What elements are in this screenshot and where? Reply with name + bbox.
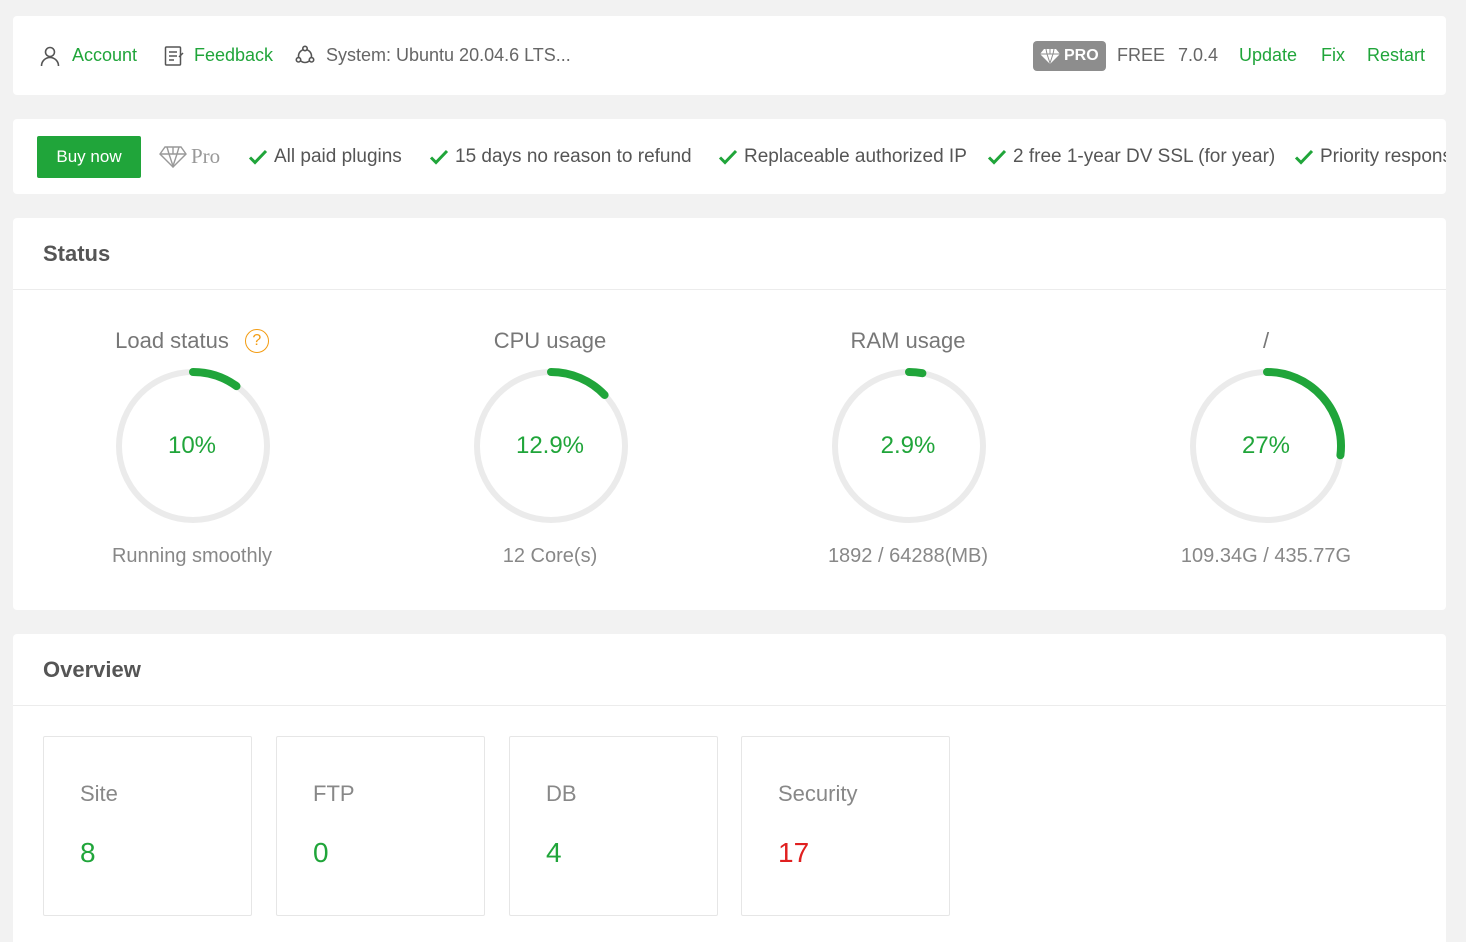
account-label: Account (72, 45, 138, 65)
overview-security[interactable]: Security 17 (741, 736, 950, 916)
pro-badge-box: PRO (1033, 40, 1106, 71)
gauge-ring (1190, 368, 1345, 523)
overview-label: Security (778, 781, 858, 806)
gauge-value: 12.9% (515, 432, 585, 459)
check-icon (429, 149, 449, 165)
gauge-subtitle: Running smoothly (111, 545, 273, 567)
overview-title: Overview (13, 634, 1446, 706)
gauge-title-row: / (1116, 328, 1416, 354)
feature-item: All paid plugins (248, 119, 402, 194)
status-panel: Status Load status ? 10% Running smoothl… (13, 218, 1446, 610)
gauge-subtitle: 1892 / 64288(MB) (827, 545, 989, 567)
gauge-title-row: Load status ? (42, 328, 342, 354)
feature-label: 2 free 1-year DV SSL (for year) (1013, 145, 1276, 167)
gauge-title: CPU usage (493, 328, 607, 353)
check-icon (987, 149, 1007, 165)
gauge-ring (832, 368, 986, 523)
diamond-icon (1040, 48, 1060, 64)
check-icon (718, 149, 738, 165)
overview-site[interactable]: Site 8 (43, 736, 252, 916)
help-icon[interactable]: ? (244, 329, 269, 353)
overview-label: DB (546, 781, 577, 806)
gauge-title: RAM usage (850, 328, 966, 353)
gauge-subtitle: 12 Core(s) (502, 545, 598, 567)
feature-item: 2 free 1-year DV SSL (for year) (987, 119, 1275, 194)
pro-badge[interactable]: PRO (1033, 16, 1106, 95)
overview-value: 4 (546, 837, 562, 868)
feature-label: All paid plugins (274, 145, 402, 167)
feature-label: Priority response (1320, 145, 1446, 167)
gauge-ring (474, 368, 628, 523)
pro-plan-label: Pro (159, 119, 220, 194)
feature-item: 15 days no reason to refund (429, 119, 692, 194)
pro-badge-label: PRO (1064, 46, 1099, 64)
gauge-subtitle: 109.34G / 435.77G (1180, 545, 1352, 567)
top-bar: Account Feedback System: Ubuntu 20.04.6 … (13, 16, 1446, 95)
gauge-value: 10% (167, 432, 217, 459)
gauge-arc (189, 368, 241, 391)
status-title: Status (13, 218, 1446, 290)
gauge-title-row: RAM usage (758, 328, 1058, 354)
overview-label: FTP (313, 781, 355, 806)
buy-now-button[interactable]: Buy now (37, 136, 141, 178)
promo-bar: Buy now Pro All paid plugins 15 days no … (13, 119, 1446, 194)
diamond-icon (159, 145, 187, 168)
gauge-ring (116, 368, 270, 523)
update-link[interactable]: Update (1239, 45, 1298, 65)
account-link[interactable]: Account (38, 16, 137, 95)
feedback-label: Feedback (194, 45, 274, 65)
system-label: System: Ubuntu 20.04.6 LTS... (326, 45, 571, 65)
fix-link[interactable]: Fix (1321, 45, 1345, 65)
gauge-value: 27% (1241, 432, 1291, 459)
check-icon (1294, 149, 1314, 165)
feature-label: Replaceable authorized IP (744, 145, 967, 167)
overview-value: 17 (778, 837, 810, 868)
gauge-arc (905, 368, 927, 378)
gauge-arc (547, 368, 609, 400)
gauge-arc (1263, 368, 1345, 460)
overview-panel: Overview Site 8 FTP 0 DB 4 Security 17 (13, 634, 1446, 942)
user-icon (40, 46, 60, 66)
check-icon (248, 149, 268, 165)
overview-db[interactable]: DB 4 (509, 736, 718, 916)
ubuntu-icon (295, 44, 315, 63)
overview-label: Site (80, 781, 118, 806)
restart-link[interactable]: Restart (1367, 45, 1426, 65)
system-info: System: Ubuntu 20.04.6 LTS... (294, 16, 571, 95)
gauge-value: 2.9% (880, 432, 936, 459)
gauge-title-row: CPU usage (400, 328, 700, 354)
feature-item: Priority response (1294, 119, 1446, 194)
feature-item: Replaceable authorized IP (718, 119, 967, 194)
pro-plan-text: Pro (191, 144, 221, 168)
overview-value: 8 (80, 837, 96, 868)
gauge-title: / (1262, 328, 1270, 353)
feedback-icon (164, 45, 184, 66)
feature-label: 15 days no reason to refund (455, 145, 692, 167)
feedback-link[interactable]: Feedback (164, 16, 273, 95)
version-label: 7.0.4 (1178, 45, 1219, 65)
overview-ftp[interactable]: FTP 0 (276, 736, 485, 916)
edition-label: FREE (1117, 45, 1166, 65)
gauge-title: Load status (115, 328, 229, 353)
overview-value: 0 (313, 837, 329, 868)
